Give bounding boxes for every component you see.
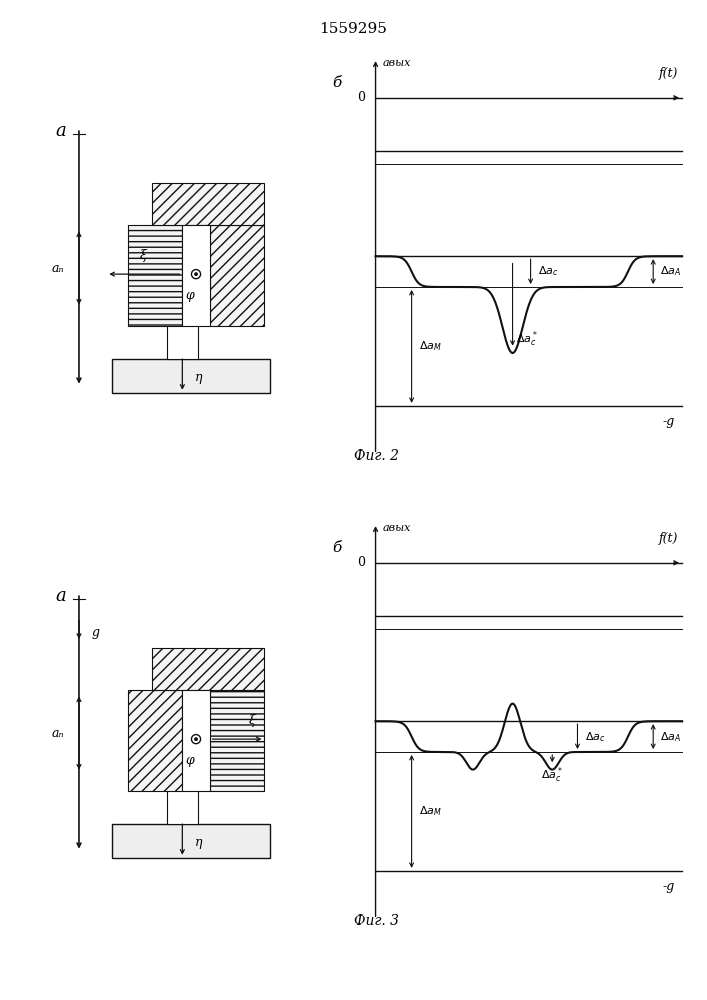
Text: б: б — [332, 541, 341, 555]
Text: η: η — [194, 371, 202, 384]
Bar — [127, 690, 182, 791]
Text: $\Delta a_c^*$: $\Delta a_c^*$ — [542, 765, 563, 785]
Text: $\Delta a_M$: $\Delta a_M$ — [419, 340, 442, 353]
Bar — [112, 359, 271, 393]
Text: $\Delta a_c$: $\Delta a_c$ — [538, 265, 559, 278]
Text: aₙ: aₙ — [52, 727, 64, 740]
Text: g: g — [91, 626, 99, 639]
Text: η: η — [194, 836, 202, 849]
Text: б: б — [332, 76, 341, 90]
Bar — [210, 225, 264, 326]
Text: 0: 0 — [357, 91, 365, 104]
Text: f(t): f(t) — [659, 67, 679, 80]
Text: φ: φ — [185, 754, 194, 767]
Text: $\Delta a_A$: $\Delta a_A$ — [660, 265, 682, 278]
Circle shape — [195, 273, 197, 275]
Text: $\Delta a_A$: $\Delta a_A$ — [660, 730, 682, 744]
Text: Фиг. 2: Фиг. 2 — [354, 449, 399, 463]
Text: φ: φ — [185, 289, 194, 302]
Text: ξ: ξ — [249, 714, 256, 727]
Text: aₙ: aₙ — [52, 262, 64, 275]
Bar — [152, 648, 264, 690]
Text: a: a — [55, 587, 66, 605]
Text: aвых: aвых — [382, 523, 411, 533]
Text: Фиг. 3: Фиг. 3 — [354, 914, 399, 928]
Circle shape — [195, 738, 197, 740]
Bar — [210, 690, 264, 791]
Text: -g: -g — [662, 415, 674, 428]
Bar — [127, 225, 182, 326]
Text: 0: 0 — [357, 556, 365, 569]
Text: $\Delta a_c^*$: $\Delta a_c^*$ — [516, 329, 538, 349]
Bar — [182, 225, 210, 326]
Text: f(t): f(t) — [659, 532, 679, 545]
Bar — [182, 690, 210, 791]
Text: $\Delta a_M$: $\Delta a_M$ — [419, 804, 442, 818]
Bar — [152, 183, 264, 225]
Bar — [167, 308, 197, 359]
Bar — [167, 773, 197, 824]
Text: aвых: aвых — [382, 58, 411, 68]
Text: $\Delta a_c$: $\Delta a_c$ — [585, 730, 605, 744]
Text: -g: -g — [662, 880, 674, 893]
Text: a: a — [55, 122, 66, 140]
Text: 1559295: 1559295 — [320, 22, 387, 36]
Bar — [112, 824, 271, 858]
Text: ξ: ξ — [139, 249, 146, 262]
